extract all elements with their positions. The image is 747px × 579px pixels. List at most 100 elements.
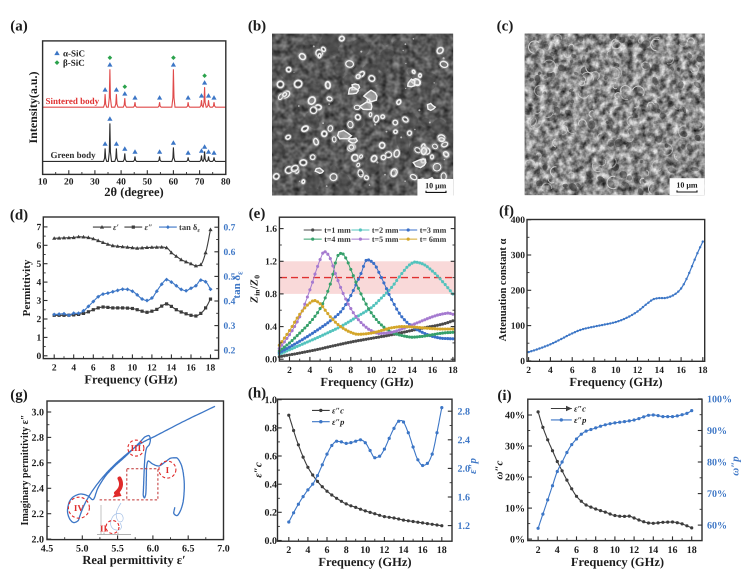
svg-text:Sintered body: Sintered body xyxy=(45,96,99,106)
svg-text:14: 14 xyxy=(398,545,408,556)
svg-text:20: 20 xyxy=(64,177,74,187)
svg-text:10 μm: 10 μm xyxy=(425,181,447,190)
svg-text:IV: IV xyxy=(74,503,85,513)
svg-text:0.2: 0.2 xyxy=(223,346,235,356)
svg-text:10: 10 xyxy=(611,366,621,376)
svg-text:II: II xyxy=(100,523,108,533)
svg-text:(a): (a) xyxy=(10,18,28,34)
svg-text:6: 6 xyxy=(37,241,42,251)
svg-text:2: 2 xyxy=(286,545,291,556)
svg-text:ω″c: ω″c xyxy=(494,460,506,479)
svg-text:Real permittivity ε′: Real permittivity ε′ xyxy=(82,553,185,567)
svg-text:6: 6 xyxy=(574,545,579,556)
svg-text:80: 80 xyxy=(221,177,231,187)
svg-text:Frequency (GHz): Frequency (GHz) xyxy=(320,375,413,389)
svg-text:ε″c: ε″c xyxy=(253,462,265,478)
svg-text:(d): (d) xyxy=(10,207,28,223)
svg-text:10: 10 xyxy=(366,366,376,376)
svg-text:0.4: 0.4 xyxy=(264,480,277,491)
svg-text:16: 16 xyxy=(428,366,438,376)
svg-text:12: 12 xyxy=(379,545,389,556)
svg-text:2θ (degree): 2θ (degree) xyxy=(104,185,163,199)
svg-text:80%: 80% xyxy=(707,457,727,468)
svg-text:2.4: 2.4 xyxy=(31,484,44,495)
svg-text:12: 12 xyxy=(633,366,643,376)
svg-text:1.2: 1.2 xyxy=(457,521,470,532)
svg-text:(c): (c) xyxy=(497,18,514,34)
svg-text:0.2: 0.2 xyxy=(264,508,277,519)
svg-text:2.6: 2.6 xyxy=(31,458,44,469)
svg-text:40%: 40% xyxy=(505,410,525,421)
svg-text:30: 30 xyxy=(90,177,100,187)
svg-text:0.6: 0.6 xyxy=(264,451,277,462)
svg-text:2: 2 xyxy=(37,315,42,325)
svg-text:10%: 10% xyxy=(505,503,525,514)
svg-text:14: 14 xyxy=(167,363,177,373)
svg-text:t=2 mm: t=2 mm xyxy=(372,226,399,235)
svg-text:tan δε: tan δε xyxy=(179,222,200,234)
svg-text:8: 8 xyxy=(344,545,349,556)
svg-text:1.6: 1.6 xyxy=(265,225,277,235)
svg-text:t= 6mm: t= 6mm xyxy=(420,235,447,244)
svg-text:60%: 60% xyxy=(707,521,727,532)
svg-text:0.5: 0.5 xyxy=(223,273,235,283)
svg-text:β-SiC: β-SiC xyxy=(63,58,85,68)
svg-text:2: 2 xyxy=(536,545,541,556)
svg-text:0: 0 xyxy=(520,357,525,367)
svg-text:18: 18 xyxy=(206,363,216,373)
svg-text:Imaginary permittivity ε″: Imaginary permittivity ε″ xyxy=(20,415,31,526)
svg-text:1: 1 xyxy=(37,334,42,344)
svg-text:3.0: 3.0 xyxy=(31,407,44,418)
svg-text:(h): (h) xyxy=(248,385,266,401)
svg-text:2.2: 2.2 xyxy=(31,509,44,520)
svg-text:ε″c: ε″c xyxy=(332,405,344,415)
svg-text:Frequency (GHz): Frequency (GHz) xyxy=(318,555,411,569)
svg-text:0%: 0% xyxy=(510,534,525,545)
svg-text:14: 14 xyxy=(407,366,417,376)
svg-text:1.0: 1.0 xyxy=(264,395,277,406)
svg-text:16: 16 xyxy=(418,545,428,556)
svg-text:200: 200 xyxy=(511,286,526,296)
svg-text:(b): (b) xyxy=(248,18,266,34)
svg-text:α-SiC: α-SiC xyxy=(63,48,85,58)
svg-text:12: 12 xyxy=(629,545,639,556)
svg-text:ε″p: ε″p xyxy=(467,457,479,474)
svg-text:3: 3 xyxy=(37,297,42,307)
svg-text:Frequency (GHz): Frequency (GHz) xyxy=(569,375,662,389)
svg-text:60: 60 xyxy=(169,177,179,187)
svg-text:2.4: 2.4 xyxy=(457,435,470,446)
svg-text:Frequency (GHz): Frequency (GHz) xyxy=(84,372,177,386)
svg-text:2: 2 xyxy=(526,366,531,376)
svg-text:6: 6 xyxy=(91,363,96,373)
svg-text:Green body: Green body xyxy=(50,150,96,160)
svg-text:70: 70 xyxy=(195,177,205,187)
svg-text:Attenuation constant α: Attenuation constant α xyxy=(498,239,509,342)
svg-text:6: 6 xyxy=(328,366,333,376)
svg-text:Intensity(a.u.): Intensity(a.u.) xyxy=(26,71,40,143)
svg-text:100%: 100% xyxy=(707,394,732,405)
svg-text:ε″: ε″ xyxy=(144,222,152,232)
svg-text:4: 4 xyxy=(308,366,313,376)
svg-text:10: 10 xyxy=(38,177,48,187)
svg-text:ω″p: ω″p xyxy=(730,456,742,476)
svg-text:1.6: 1.6 xyxy=(457,492,470,503)
svg-text:t=4 mm: t=4 mm xyxy=(324,235,351,244)
svg-text:18: 18 xyxy=(448,366,458,376)
svg-text:40: 40 xyxy=(116,177,126,187)
svg-text:6.0: 6.0 xyxy=(147,543,160,554)
svg-text:Zin/Z0: Zin/Z0 xyxy=(249,275,262,304)
svg-text:100: 100 xyxy=(511,322,526,332)
svg-text:5.5: 5.5 xyxy=(111,543,124,554)
svg-text:ε″c: ε″c xyxy=(574,404,586,414)
svg-text:10: 10 xyxy=(128,363,138,373)
svg-text:8: 8 xyxy=(593,545,598,556)
svg-text:0: 0 xyxy=(37,352,42,362)
svg-text:10 μm: 10 μm xyxy=(676,181,698,190)
svg-text:2.8: 2.8 xyxy=(457,407,470,418)
svg-text:0.0: 0.0 xyxy=(264,536,277,547)
svg-text:0.8: 0.8 xyxy=(264,423,277,434)
svg-text:6.5: 6.5 xyxy=(182,543,195,554)
svg-text:14: 14 xyxy=(648,545,658,556)
svg-text:0.8: 0.8 xyxy=(265,290,277,300)
svg-text:20%: 20% xyxy=(505,472,525,483)
